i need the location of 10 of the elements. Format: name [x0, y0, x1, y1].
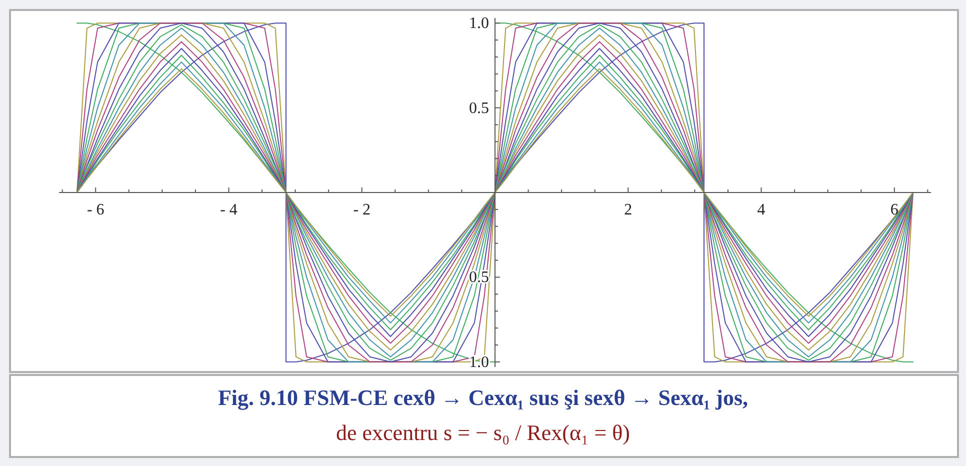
x-tick-label: - 2 — [353, 202, 371, 218]
x-tick-label: 6 — [890, 202, 898, 218]
y-tick-label: 0.5 — [469, 100, 489, 117]
y-tick-label: 1.0 — [469, 15, 489, 32]
x-tick-label: - 4 — [220, 202, 238, 218]
x-tick-label: 4 — [757, 202, 766, 218]
text: Fig. 9.10 FSM-CE cexθ → Cexα₁ sus şi sexθ → Sexα₁ jos, — [218, 385, 748, 410]
x-tick-label: 2 — [624, 202, 632, 218]
x-tick-label: - 6 — [86, 202, 104, 218]
text: de excentru s = − s₀ / Rex(α₁ = θ) — [336, 420, 630, 445]
